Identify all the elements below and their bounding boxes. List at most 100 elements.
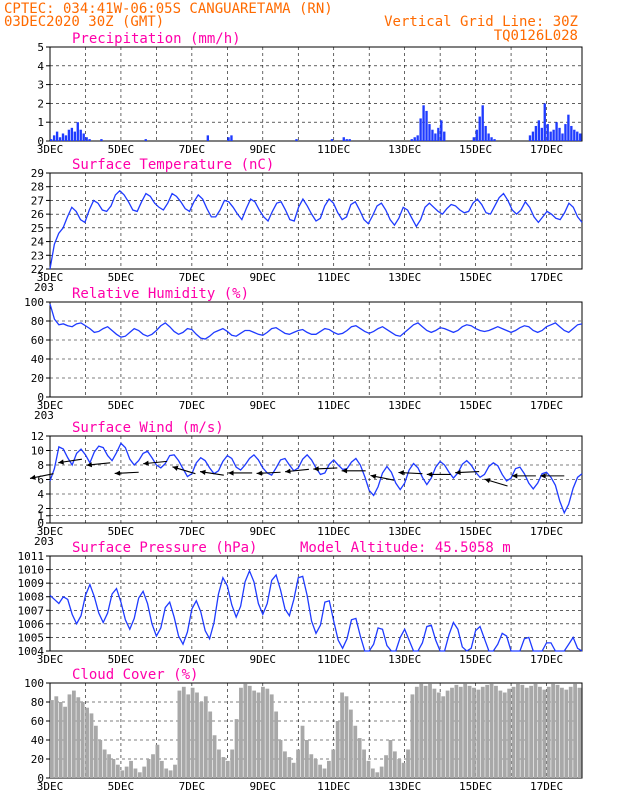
- cloud-bar: [353, 725, 358, 778]
- rh-ytick-label: 40: [31, 353, 44, 366]
- cloud-bar: [164, 768, 169, 778]
- precip-ytick-label: 4: [37, 60, 44, 73]
- wind-vector-arrow: [284, 468, 309, 474]
- rh-xtick-label: 9DEC: [250, 399, 277, 412]
- cloud-bar: [133, 768, 138, 778]
- cloud-bar: [472, 687, 476, 778]
- cloud-bar: [366, 760, 371, 778]
- temp-xtick-label: 5DEC: [108, 271, 135, 284]
- cloud-bar: [362, 749, 366, 778]
- rh-frame: [49, 301, 583, 398]
- cloud-title: Cloud Cover (%): [72, 667, 198, 683]
- cloud-bar: [502, 692, 507, 778]
- cloud-bar: [203, 696, 208, 778]
- cloud-bar: [115, 764, 120, 778]
- precip-bar: [561, 133, 564, 141]
- wind-vector-arrow: [86, 462, 111, 468]
- cloud-bar: [265, 688, 270, 778]
- cloud-bar: [50, 700, 54, 778]
- cloud-bar: [397, 759, 402, 778]
- cloud-bar: [107, 754, 111, 778]
- cloud-bar: [348, 709, 353, 778]
- rh-xtick-label: 15DEC: [459, 399, 492, 412]
- cloud-bar: [54, 696, 59, 778]
- cloud-bar: [146, 759, 151, 778]
- precip-bar: [100, 139, 103, 141]
- rh-series-line: [49, 303, 583, 340]
- header-model-id: TQ0126L028: [494, 28, 578, 44]
- temp-ytick-label: 24: [31, 236, 45, 249]
- cloud-bar: [269, 694, 274, 778]
- precip-ytick-label: 0: [37, 135, 44, 148]
- precip-bar: [73, 131, 76, 141]
- cloud-bar: [344, 696, 349, 778]
- rh-panel: 0 20 40 60 80 100 3DEC 5DEC 7DEC 9DEC 11DEC 13DEC 15…: [24, 286, 583, 422]
- cloud-bar: [432, 688, 437, 778]
- precip-ytick-label: 1: [37, 116, 44, 129]
- precip-xtick-label: 7DEC: [179, 143, 206, 156]
- cloud-bar: [410, 694, 415, 778]
- cloud-bar: [98, 740, 103, 778]
- precip-bar: [79, 129, 82, 141]
- precip-bar: [434, 133, 437, 141]
- cloud-bar: [89, 713, 94, 778]
- wind-ytick-label: 4: [37, 488, 44, 501]
- precip-bar: [537, 120, 541, 141]
- pressure-xtick-label: 3DEC: [37, 653, 64, 666]
- precip-bar: [64, 135, 68, 141]
- precip-xtick-label: 11DEC: [317, 143, 350, 156]
- precip-bar: [70, 127, 74, 141]
- cloud-bar: [217, 749, 221, 778]
- cloud-bar: [568, 686, 573, 778]
- cloud-bar: [186, 694, 191, 778]
- cloud-bar: [274, 711, 279, 778]
- precip-bar: [490, 137, 493, 141]
- cloud-bar: [467, 685, 472, 778]
- pressure-xtick-label: 7DEC: [179, 653, 206, 666]
- precip-bar: [546, 124, 549, 141]
- cloud-bar: [300, 725, 305, 778]
- pressure-frame: [49, 555, 583, 652]
- cloud-panel: 0 20 40 60 80 100 3DEC 5DEC 7DEC 9DEC 11DEC 13DEC 15…: [24, 667, 583, 793]
- cloud-bar: [124, 766, 129, 778]
- precip-bar: [440, 120, 443, 141]
- cloud-bar: [423, 685, 428, 778]
- cloud-bar: [111, 759, 116, 778]
- temp-frame: [49, 172, 583, 270]
- cloud-bar: [80, 702, 85, 778]
- rh-ytick-label: 80: [31, 315, 44, 328]
- rh-corner-label: 203: [34, 409, 54, 422]
- precip-title: Precipitation (mm/h): [72, 31, 241, 47]
- cloud-bar: [212, 735, 217, 778]
- cloud-bar: [305, 740, 309, 778]
- cloud-bar: [225, 760, 230, 778]
- precip-xtick-label: 3DEC: [37, 143, 64, 156]
- cloud-bar: [340, 692, 344, 778]
- temp-ytick-label: 22: [31, 263, 44, 276]
- cloud-bar: [480, 686, 485, 778]
- precip-bar: [227, 137, 230, 141]
- cloud-bar: [384, 755, 388, 778]
- cloud-bar: [67, 694, 72, 778]
- header-station: CPTEC: 034:41W-06:05S CANGUARETAMA (RN): [4, 1, 333, 17]
- cloud-bar: [560, 687, 564, 778]
- cloud-bar: [577, 687, 582, 778]
- rh-xtick-label: 5DEC: [108, 399, 135, 412]
- cloud-bar: [159, 760, 164, 778]
- pressure-ytick-label: 1004: [18, 645, 45, 658]
- precip-xtick-label: 15DEC: [459, 143, 492, 156]
- precip-bar: [55, 131, 59, 141]
- cloud-bar: [137, 772, 142, 778]
- precip-ytick-label: 2: [37, 97, 44, 110]
- cloud-bar: [357, 738, 362, 778]
- cloud-bar: [551, 683, 556, 778]
- temp-ytick-label: 23: [31, 249, 44, 262]
- cloud-bar: [287, 757, 292, 778]
- precip-bar: [61, 133, 65, 141]
- cloud-bar: [230, 749, 235, 778]
- pressure-xtick-label: 15DEC: [459, 653, 492, 666]
- wind-title: Surface Wind (m/s): [72, 420, 224, 436]
- cloud-bar: [524, 687, 529, 778]
- precip-bar: [416, 135, 419, 141]
